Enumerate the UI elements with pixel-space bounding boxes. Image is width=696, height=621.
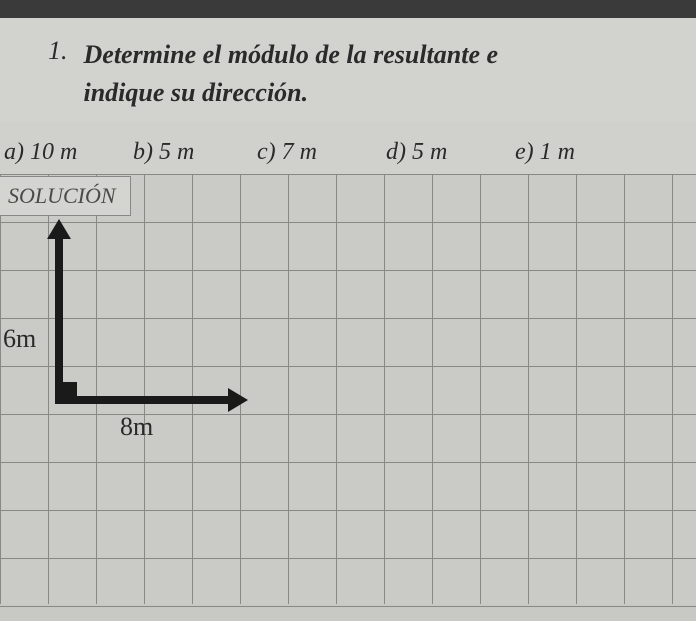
- grid-line-horizontal: [0, 270, 696, 271]
- grid-line-horizontal: [0, 510, 696, 511]
- horizontal-vector-label: 8m: [120, 412, 153, 442]
- question-number: 1.: [48, 36, 68, 66]
- option-b: b) 5 m: [133, 139, 253, 166]
- options-row: a) 10 m b) 5 m c) 7 m d) 5 m e) 1 m: [0, 121, 696, 174]
- option-e: e) 1 m: [515, 139, 615, 166]
- grid-line-horizontal: [0, 318, 696, 319]
- grid-line-horizontal: [0, 606, 696, 607]
- grid-line-vertical: [0, 174, 1, 604]
- grid-line-vertical: [336, 174, 337, 604]
- option-a: a) 10 m: [4, 139, 129, 166]
- grid-line-vertical: [624, 174, 625, 604]
- grid-line-vertical: [288, 174, 289, 604]
- solution-label-box: SOLUCIÓN: [0, 176, 131, 216]
- question-line-1: Determine el módulo de la resultante e: [84, 40, 499, 69]
- grid-area: SOLUCIÓN 6m 8m: [0, 174, 696, 604]
- vector-vertical: [55, 234, 63, 404]
- grid-line-vertical: [528, 174, 529, 604]
- question-line-2: indique su dirección.: [84, 78, 309, 107]
- grid-line-horizontal: [0, 558, 696, 559]
- grid-line-vertical: [144, 174, 145, 604]
- grid-line-vertical: [480, 174, 481, 604]
- grid-line-vertical: [576, 174, 577, 604]
- vertical-vector-label: 6m: [3, 324, 36, 354]
- grid-line-vertical: [384, 174, 385, 604]
- grid-line-vertical: [96, 174, 97, 604]
- grid-line-horizontal: [0, 414, 696, 415]
- grid-line-horizontal: [0, 174, 696, 175]
- grid-line-vertical: [432, 174, 433, 604]
- option-d: d) 5 m: [386, 139, 511, 166]
- grid-line-horizontal: [0, 222, 696, 223]
- question-container: 1. Determine el módulo de la resultante …: [0, 18, 696, 121]
- vector-horizontal: [55, 396, 230, 404]
- grid-line-vertical: [672, 174, 673, 604]
- top-dark-bar: [0, 0, 696, 18]
- arrow-right-icon: [228, 388, 248, 412]
- grid-line-horizontal: [0, 366, 696, 367]
- question-text: Determine el módulo de la resultante e i…: [84, 36, 664, 111]
- grid-line-horizontal: [0, 462, 696, 463]
- option-c: c) 7 m: [257, 139, 382, 166]
- grid-line-vertical: [192, 174, 193, 604]
